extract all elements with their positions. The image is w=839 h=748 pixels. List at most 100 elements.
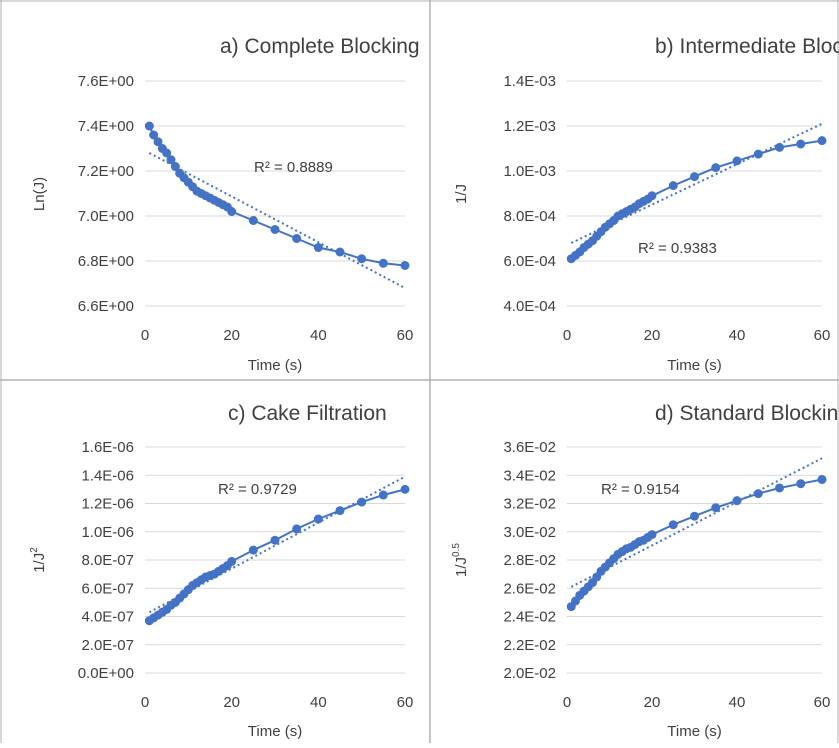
chart-2-data-point bbox=[270, 535, 280, 545]
chart-2-y-tick-label: 1.0E-06 bbox=[81, 524, 134, 541]
chart-0-y-axis-label: Ln(J) bbox=[31, 177, 48, 211]
chart-1-data-point bbox=[753, 149, 763, 159]
chart-2-y-tick-label: 6.0E-07 bbox=[81, 580, 134, 597]
chart-2-data-point bbox=[292, 524, 302, 534]
chart-1-x-axis-label: Time (s) bbox=[667, 357, 721, 374]
chart-2-data-point bbox=[313, 514, 323, 524]
chart-1-x-tick-label: 40 bbox=[729, 327, 746, 344]
chart-0-x-axis-label: Time (s) bbox=[248, 357, 302, 374]
chart-0-data-point bbox=[270, 225, 280, 234]
chart-2-y-tick-label: 2.0E-07 bbox=[81, 637, 134, 654]
chart-0-data-point bbox=[313, 243, 323, 252]
chart-1-data-point bbox=[817, 136, 827, 146]
chart-0-y-tick-label: 7.6E+00 bbox=[78, 73, 134, 90]
chart-3-y-tick-label: 3.2E-02 bbox=[503, 496, 556, 513]
chart-3-data-point bbox=[711, 503, 721, 513]
chart-3-y-tick-label: 2.2E-02 bbox=[503, 637, 556, 654]
chart-3-y-tick-label: 2.0E-02 bbox=[503, 665, 556, 682]
chart-2-x-tick-label: 20 bbox=[223, 694, 240, 711]
chart-1-r-squared-label: R² = 0.9383 bbox=[638, 240, 717, 257]
chart-1-x-tick-label: 60 bbox=[814, 327, 831, 344]
chart-1-data-point bbox=[775, 142, 784, 152]
chart-3-x-tick-label: 20 bbox=[644, 694, 661, 711]
chart-0-y-tick-label: 7.0E+00 bbox=[78, 208, 134, 225]
chart-3-data-point bbox=[753, 489, 763, 499]
chart-1-y-axis-label: 1/J bbox=[453, 184, 470, 204]
chart-0-r-squared-label: R² = 0.8889 bbox=[254, 159, 333, 176]
chart-0-data-point bbox=[335, 247, 345, 257]
chart-2-y-tick-label: 1.2E-06 bbox=[81, 496, 134, 513]
chart-1-x-tick-label: 0 bbox=[563, 327, 571, 344]
chart-0-y-tick-label: 6.8E+00 bbox=[78, 253, 134, 270]
chart-0-data-point bbox=[162, 148, 172, 158]
chart-2-y-axis-label-superscript: 2 bbox=[29, 547, 40, 553]
chart-3-data-point bbox=[668, 520, 678, 530]
chart-0-y-axis-label-text: Ln(J) bbox=[31, 177, 48, 211]
chart-0-trendline bbox=[148, 152, 406, 289]
chart-3-y-tick-label: 2.8E-02 bbox=[503, 552, 556, 569]
chart-3-series-line bbox=[570, 478, 823, 608]
chart-3-data-point bbox=[732, 496, 742, 506]
chart-0-data-point bbox=[170, 162, 180, 171]
chart-0-data-point bbox=[357, 254, 367, 264]
chart-2-data-point bbox=[400, 484, 410, 494]
chart-3-data-point bbox=[796, 479, 806, 489]
chart-2-data-point bbox=[227, 556, 237, 566]
chart-3-y-tick-label: 2.6E-02 bbox=[503, 580, 556, 597]
chart-1-x-tick-label: 20 bbox=[644, 327, 661, 344]
chart-2-title: c) Cake Filtration bbox=[228, 402, 387, 425]
chart-2-y-tick-label: 4.0E-07 bbox=[81, 609, 134, 626]
chart-1-data-point bbox=[690, 172, 699, 182]
chart-1-data-point bbox=[668, 181, 678, 191]
chart-2-y-tick-label: 1.4E-06 bbox=[81, 467, 134, 484]
chart-2-x-tick-label: 60 bbox=[397, 694, 414, 711]
chart-3-y-tick-label: 3.4E-02 bbox=[503, 467, 556, 484]
chart-2-data-point bbox=[335, 506, 345, 516]
chart-0-data-point bbox=[248, 216, 258, 225]
chart-1-y-tick-label: 1.4E-03 bbox=[503, 73, 556, 90]
chart-3-data-point bbox=[647, 530, 657, 540]
chart-1-title: b) Intermediate Blocking bbox=[655, 35, 839, 58]
chart-3-y-axis-label-text: 1/J bbox=[453, 557, 470, 577]
chart-3-y-axis-label-superscript: 0.5 bbox=[451, 543, 462, 557]
chart-3-data-point bbox=[775, 483, 784, 493]
chart-0-data-point bbox=[400, 261, 410, 270]
chart-1-y-tick-label: 8.0E-04 bbox=[503, 208, 556, 225]
chart-2-x-tick-label: 40 bbox=[310, 694, 327, 711]
chart-2-y-axis-label: 1/J2 bbox=[29, 547, 48, 573]
chart-0-data-point bbox=[144, 121, 154, 131]
chart-0-y-tick-label: 7.2E+00 bbox=[78, 163, 134, 180]
chart-1-y-axis-label-text: 1/J bbox=[453, 184, 470, 204]
chart-3-r-squared-label: R² = 0.9154 bbox=[601, 481, 680, 498]
chart-0-y-tick-label: 7.4E+00 bbox=[78, 118, 134, 135]
chart-1-data-point bbox=[732, 156, 742, 166]
chart-3-y-tick-label: 3.6E-02 bbox=[503, 439, 556, 456]
chart-2-data-point bbox=[378, 490, 388, 500]
chart-1-y-tick-label: 1.2E-03 bbox=[503, 118, 556, 135]
chart-3-x-tick-label: 0 bbox=[563, 694, 571, 711]
chart-3-data-point bbox=[690, 511, 699, 521]
chart-2-series-line bbox=[148, 488, 406, 622]
chart-3-y-axis-label: 1/J0.5 bbox=[451, 543, 470, 577]
chart-0-data-point bbox=[153, 137, 163, 147]
chart-0-data-point bbox=[227, 207, 237, 216]
chart-3-x-axis-label: Time (s) bbox=[667, 723, 721, 740]
chart-3-y-tick-label: 2.4E-02 bbox=[503, 609, 556, 626]
chart-2-y-tick-label: 0.0E+00 bbox=[78, 665, 134, 682]
chart-0-data-point bbox=[149, 130, 159, 140]
chart-2-data-point bbox=[248, 545, 258, 555]
chart-3-data-point bbox=[817, 474, 827, 484]
chart-3-x-tick-label: 40 bbox=[729, 694, 746, 711]
chart-2-r-squared-label: R² = 0.9729 bbox=[218, 481, 297, 498]
chart-0-data-point bbox=[378, 258, 388, 268]
chart-2-y-axis-label-text: 1/J bbox=[31, 553, 48, 573]
chart-0-data-point bbox=[292, 234, 302, 243]
chart-1-data-point bbox=[796, 139, 806, 149]
chart-1-y-tick-label: 6.0E-04 bbox=[503, 253, 556, 270]
chart-2-x-tick-label: 0 bbox=[141, 694, 149, 711]
chart-3-title: d) Standard Blocking bbox=[655, 402, 839, 425]
chart-2-x-axis-label: Time (s) bbox=[248, 723, 302, 740]
chart-0-x-tick-label: 40 bbox=[310, 327, 327, 344]
